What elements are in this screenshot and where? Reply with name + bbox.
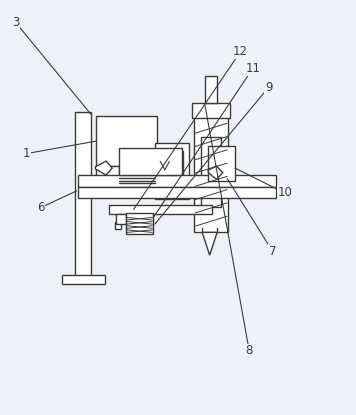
Bar xyxy=(115,222,121,229)
Bar xyxy=(205,76,217,103)
Bar xyxy=(201,137,221,208)
Text: 6: 6 xyxy=(37,201,45,214)
Bar xyxy=(78,175,276,187)
Text: 3: 3 xyxy=(12,16,20,29)
Text: 11: 11 xyxy=(245,62,260,75)
Text: 7: 7 xyxy=(268,244,276,258)
Bar xyxy=(126,213,153,234)
Bar xyxy=(96,166,119,189)
Polygon shape xyxy=(208,166,223,179)
Text: 8: 8 xyxy=(246,344,253,357)
Bar xyxy=(119,148,182,175)
Bar xyxy=(75,112,91,282)
Bar xyxy=(155,143,189,199)
Bar xyxy=(96,116,157,166)
Polygon shape xyxy=(202,232,217,255)
Bar xyxy=(78,187,276,198)
Bar xyxy=(194,116,228,232)
Text: 1: 1 xyxy=(23,147,31,160)
Bar xyxy=(159,151,183,191)
Text: 10: 10 xyxy=(277,186,292,200)
Text: 12: 12 xyxy=(233,45,248,59)
Bar xyxy=(192,103,230,118)
Bar xyxy=(208,146,235,181)
Text: 9: 9 xyxy=(265,81,273,94)
Polygon shape xyxy=(95,161,112,175)
Bar xyxy=(62,275,105,284)
Bar xyxy=(116,214,126,224)
Bar xyxy=(109,205,212,214)
